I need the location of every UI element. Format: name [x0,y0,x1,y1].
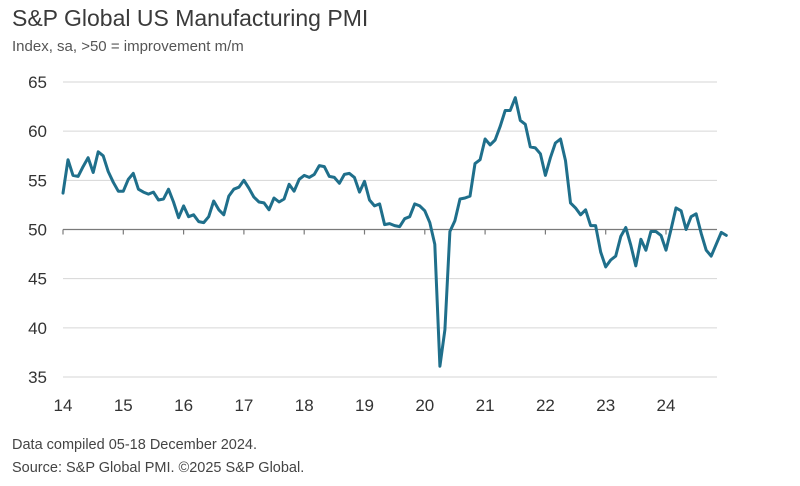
series-layer [61,96,728,368]
x-tick-label: 19 [355,396,374,415]
x-axis [62,228,717,235]
x-tick-label: 17 [234,396,253,415]
y-tick-label: 40 [28,319,47,338]
x-tick-label: 18 [295,396,314,415]
y-tick-label: 55 [28,171,47,190]
x-tick-label: 21 [476,396,495,415]
x-tick-label: 20 [415,396,434,415]
x-tick-label: 15 [114,396,133,415]
data-compiled-note: Data compiled 05-18 December 2024. [12,437,258,453]
x-tick-label: 16 [174,396,193,415]
source-note: Source: S&P Global PMI. ©2025 S&P Global… [12,460,305,476]
y-tick-label: 35 [28,368,47,387]
y-axis-ticks: 35 40 45 50 55 60 65 [28,73,47,387]
x-tick-label: 14 [54,396,73,415]
y-tick-label: 65 [28,73,47,92]
chart-subtitle: Index, sa, >50 = improvement m/m [12,38,244,55]
x-tick-label: 23 [596,396,615,415]
x-axis-ticks: 14 15 16 17 18 19 20 21 22 23 24 [54,396,676,415]
x-tick-label: 22 [536,396,555,415]
chart-title: S&P Global US Manufacturing PMI [12,5,369,31]
y-tick-label: 45 [28,270,47,289]
pmi-series-line [61,96,728,368]
y-tick-label: 60 [28,122,47,141]
y-tick-label: 50 [28,221,47,240]
x-tick-label: 24 [657,396,676,415]
